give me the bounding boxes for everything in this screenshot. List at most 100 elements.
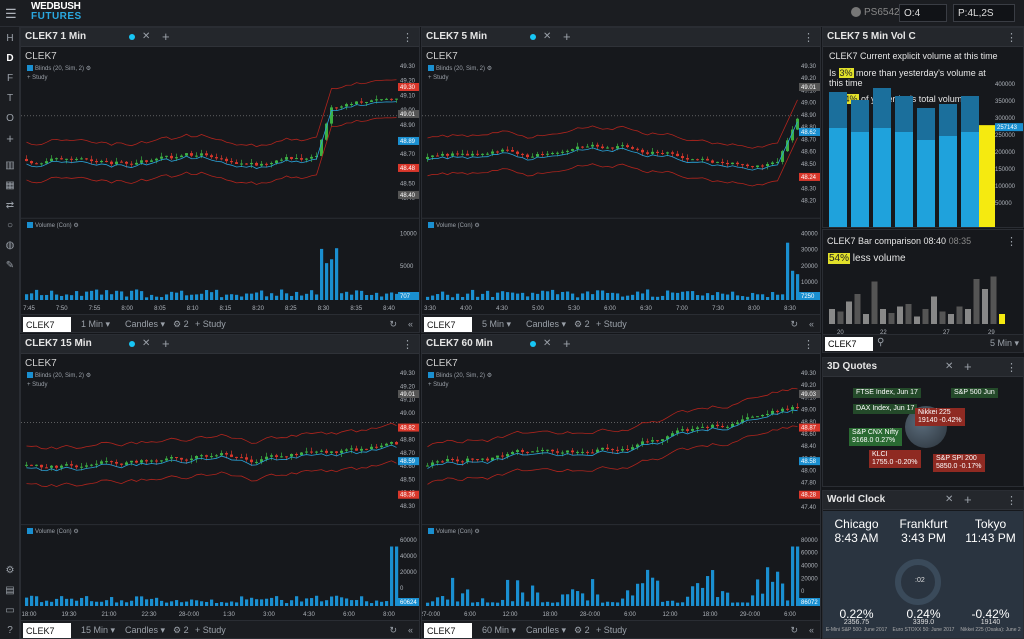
symbol-input[interactable] [23, 317, 71, 332]
globe-tool-icon[interactable]: ◍ [5, 240, 15, 251]
tool-h[interactable]: H [6, 33, 14, 44]
chart-type-select[interactable]: Candles ▾ [125, 319, 166, 329]
collapse-icon[interactable]: « [808, 625, 814, 635]
close-icon[interactable]: ✕ [945, 494, 954, 505]
more-icon[interactable]: ⋮ [402, 339, 413, 351]
tool-f[interactable]: F [6, 73, 14, 84]
add-study-link[interactable]: + Study [428, 75, 449, 81]
price-chart[interactable]: 49.3049.2049.1049.0048.9048.8048.7048.60… [21, 48, 420, 314]
price-chart[interactable]: 49.3049.2049.1049.0048.9048.8048.7048.60… [422, 48, 821, 314]
add-tab-icon[interactable]: + [162, 29, 170, 44]
reset-icon[interactable]: ↻ [790, 625, 798, 635]
add-tab-icon[interactable]: + [563, 336, 571, 351]
wrench-icon[interactable]: ✎ [5, 260, 15, 271]
add-study-button[interactable]: + Study [195, 625, 226, 635]
volume-legend[interactable]: Volume (Con) ⚙ [27, 222, 79, 229]
layout-icon[interactable]: ▭ [5, 605, 15, 616]
transfer-icon[interactable]: ⇄ [5, 200, 15, 211]
tool-t[interactable]: T [6, 93, 14, 104]
interval-select[interactable]: 5 Min ▾ [482, 319, 512, 329]
more-icon[interactable]: ⋮ [1006, 362, 1017, 374]
close-icon[interactable]: ✕ [142, 31, 151, 42]
bar-interval-select[interactable]: 5 Min ▾ [989, 338, 1019, 348]
bollinger-legend[interactable]: Blinds (20, Sim, 2) ⚙ [27, 65, 91, 72]
reset-icon[interactable]: ↻ [389, 625, 397, 635]
bollinger-legend[interactable]: Blinds (20, Sim, 2) ⚙ [428, 372, 492, 379]
add-tab-icon[interactable]: + [162, 336, 170, 351]
add-study-button[interactable]: + Study [596, 625, 627, 635]
volume-bar [796, 546, 800, 606]
interval-select[interactable]: 15 Min ▾ [81, 625, 116, 635]
symbol-input[interactable] [424, 317, 472, 332]
help-icon[interactable]: ? [7, 625, 13, 636]
bar-symbol-input[interactable] [825, 337, 873, 351]
indicators-button[interactable]: ⚙ 2 [173, 319, 189, 329]
tool-d[interactable]: D [6, 53, 14, 64]
search-icon[interactable]: ⚲ [877, 337, 885, 348]
close-icon[interactable]: ✕ [142, 338, 151, 349]
quote-item[interactable]: S&P CNX Nifty 9168.0 0.27% [849, 428, 902, 446]
add-study-link[interactable]: + Study [27, 382, 48, 388]
volume-legend[interactable]: Volume (Con) ⚙ [428, 222, 480, 229]
keyboard-icon[interactable]: ▤ [5, 585, 15, 596]
reset-icon[interactable]: ↻ [790, 319, 798, 329]
add-tab-icon[interactable]: + [563, 29, 571, 44]
more-icon[interactable]: ⋮ [803, 339, 814, 351]
more-icon[interactable]: ⋮ [402, 32, 413, 44]
grid-icon[interactable]: ▦ [5, 180, 15, 191]
add-study-link[interactable]: + Study [27, 75, 48, 81]
price-chart[interactable]: 49.3049.2049.1049.0048.8048.6048.4048.20… [422, 355, 821, 620]
settings-icon[interactable]: ⚙ [5, 565, 15, 576]
y-tick-label: 48.60 [801, 150, 817, 156]
more-icon[interactable]: ⋮ [803, 32, 814, 44]
add-tab-icon[interactable]: + [964, 492, 972, 507]
quote-item[interactable]: FTSE Index, Jun 17 [853, 388, 921, 398]
positions-box[interactable]: P:4L,2S [953, 4, 1015, 22]
indicators-button[interactable]: ⚙ 2 [574, 625, 590, 635]
orders-box[interactable]: O:4 [899, 4, 947, 22]
account-id[interactable]: PS6542 [864, 7, 900, 18]
collapse-icon[interactable]: « [407, 625, 413, 635]
interval-select[interactable]: 1 Min ▾ [81, 319, 111, 329]
quote-item[interactable]: S&P 500 Jun [951, 388, 998, 398]
quote-item[interactable]: KLCI 1755.0 -0.20% [869, 450, 921, 468]
quote-item[interactable]: DAX Index, Jun 17 [853, 404, 918, 414]
bollinger-legend[interactable]: Blinds (20, Sim, 2) ⚙ [27, 372, 91, 379]
indicators-button[interactable]: ⚙ 2 [574, 319, 590, 329]
tool-add[interactable]: + [6, 131, 14, 146]
chart-type-select[interactable]: Candles ▾ [526, 319, 567, 329]
more-icon[interactable]: ⋮ [1006, 236, 1017, 248]
chart-type-select[interactable]: Candles ▾ [125, 625, 166, 635]
x-tick-label: 28-0:00 [179, 612, 200, 618]
indicators-button[interactable]: ⚙ 2 [173, 625, 189, 635]
reset-icon[interactable]: ↻ [389, 319, 397, 329]
symbol-input[interactable] [23, 623, 71, 638]
add-study-button[interactable]: + Study [195, 319, 226, 329]
volume-legend[interactable]: Volume (Con) ⚙ [428, 528, 480, 535]
add-tab-icon[interactable]: + [964, 359, 972, 374]
collapse-icon[interactable]: « [407, 319, 413, 329]
tool-o[interactable]: O [6, 113, 14, 124]
more-icon[interactable]: ⋮ [1006, 495, 1017, 507]
volume-bar [340, 597, 344, 606]
close-icon[interactable]: ✕ [543, 31, 552, 42]
chart-type-select[interactable]: Candles ▾ [526, 625, 567, 635]
collapse-icon[interactable]: « [808, 319, 814, 329]
price-chart[interactable]: 49.3049.2049.1049.0048.9048.8048.7048.60… [21, 355, 420, 620]
circle-icon[interactable]: ○ [6, 220, 14, 231]
more-icon[interactable]: ⋮ [1006, 32, 1017, 44]
bar-chart-icon[interactable]: ▥ [5, 160, 15, 171]
close-icon[interactable]: ✕ [945, 361, 954, 372]
volume-legend[interactable]: Volume (Con) ⚙ [27, 528, 79, 535]
quote-item[interactable]: Nikkei 225 19140 -0.42% [915, 408, 965, 426]
add-study-button[interactable]: + Study [596, 319, 627, 329]
symbol-input[interactable] [424, 623, 472, 638]
quote-item[interactable]: S&P SPI 200 5850.0 -0.17% [933, 454, 985, 472]
bollinger-legend[interactable]: Blinds (20, Sim, 2) ⚙ [428, 65, 492, 72]
add-study-link[interactable]: + Study [428, 382, 449, 388]
hamburger-menu-icon[interactable]: ☰ [5, 6, 17, 21]
candle [225, 158, 228, 162]
interval-select[interactable]: 60 Min ▾ [482, 625, 517, 635]
close-icon[interactable]: ✕ [543, 338, 552, 349]
volume-bar [255, 599, 259, 606]
